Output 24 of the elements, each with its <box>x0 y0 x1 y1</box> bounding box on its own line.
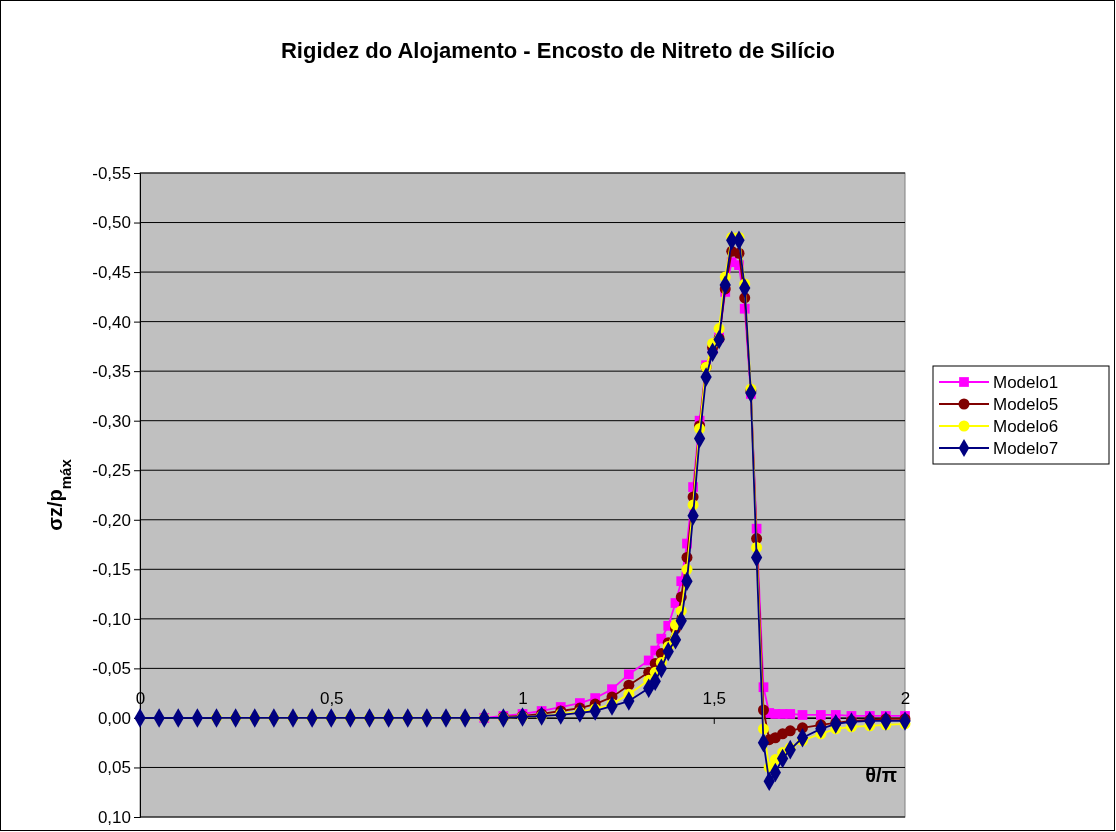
legend-label: Modelo5 <box>993 395 1059 414</box>
y-tick-label: -0,10 <box>92 609 131 629</box>
y-tick-label: -0,50 <box>92 213 131 233</box>
y-tick-label: -0,40 <box>92 312 131 332</box>
y-tick-label: -0,30 <box>92 411 131 431</box>
legend-label: Modelo6 <box>993 417 1059 436</box>
x-tick-label: 2 <box>900 688 911 708</box>
y-tick-label: -0,15 <box>92 560 131 580</box>
y-tick-label: 0,05 <box>97 758 131 778</box>
x-tick-label: 1 <box>518 688 528 708</box>
y-tick-label: -0,55 <box>92 163 131 183</box>
y-tick-label: -0,25 <box>92 461 131 481</box>
y-tick-label: 0,00 <box>97 708 131 728</box>
y-tick-label: -0,05 <box>92 659 131 679</box>
chart-title: Rigidez do Alojamento - Encosto de Nitreto de Silício <box>280 38 836 63</box>
x-tick-label: 0,5 <box>319 688 344 708</box>
legend-label: Modelo7 <box>993 439 1059 458</box>
x-axis-title: θ/π <box>865 763 897 786</box>
legend-label: Modelo1 <box>993 373 1059 392</box>
y-tick-label: -0,45 <box>92 263 131 283</box>
y-tick-label: -0,35 <box>92 362 131 382</box>
y-tick-label: 0,10 <box>97 807 131 827</box>
y-tick-label: -0,20 <box>92 510 131 530</box>
x-tick-label: 1,5 <box>702 688 727 708</box>
